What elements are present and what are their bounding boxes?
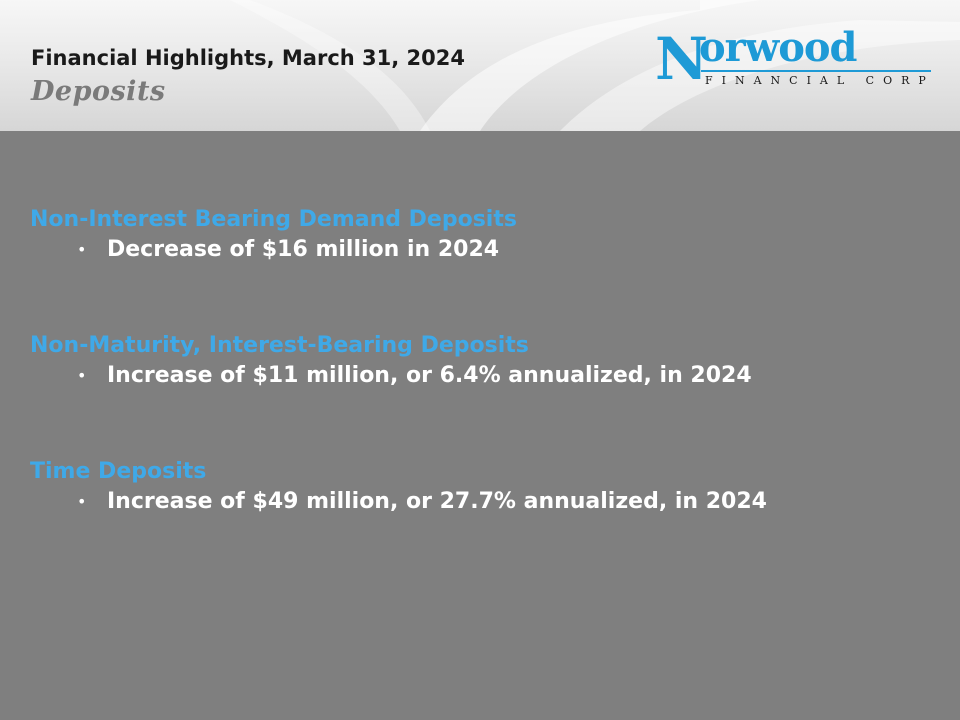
bullet-dot-icon: • xyxy=(77,366,87,385)
bullet-text: Decrease of $16 million in 2024 xyxy=(107,237,500,262)
bullet-text: Increase of $11 million, or 6.4% annuali… xyxy=(107,363,752,388)
bullet-item: • Increase of $11 million, or 6.4% annua… xyxy=(30,361,930,391)
slide-subtitle: Deposits xyxy=(31,76,166,107)
header-swoosh-decoration xyxy=(230,0,960,131)
logo-wordmark: orwood xyxy=(699,24,858,71)
section-non-maturity: Non-Maturity, Interest-Bearing Deposits … xyxy=(30,331,930,391)
logo-tagline: FINANCIAL CORP xyxy=(705,74,935,87)
slide-content: Non-Interest Bearing Demand Deposits • D… xyxy=(30,205,930,583)
bullet-item: • Decrease of $16 million in 2024 xyxy=(30,235,930,265)
section-heading: Time Deposits xyxy=(30,459,207,484)
slide-title: Financial Highlights, March 31, 2024 xyxy=(31,46,465,70)
bullet-item: • Increase of $49 million, or 27.7% annu… xyxy=(30,487,930,517)
logo-rule xyxy=(701,70,931,72)
section-heading: Non-Interest Bearing Demand Deposits xyxy=(30,207,517,232)
logo-initial: N xyxy=(655,25,709,93)
section-non-interest-bearing: Non-Interest Bearing Demand Deposits • D… xyxy=(30,205,930,265)
bullet-dot-icon: • xyxy=(77,492,87,511)
slide-header: Financial Highlights, March 31, 2024 Dep… xyxy=(0,0,960,131)
norwood-logo: N orwood FINANCIAL CORP xyxy=(655,28,931,90)
bullet-dot-icon: • xyxy=(77,240,87,259)
section-heading: Non-Maturity, Interest-Bearing Deposits xyxy=(30,333,529,358)
bullet-text: Increase of $49 million, or 27.7% annual… xyxy=(107,489,767,514)
section-time-deposits: Time Deposits • Increase of $49 million,… xyxy=(30,457,930,517)
